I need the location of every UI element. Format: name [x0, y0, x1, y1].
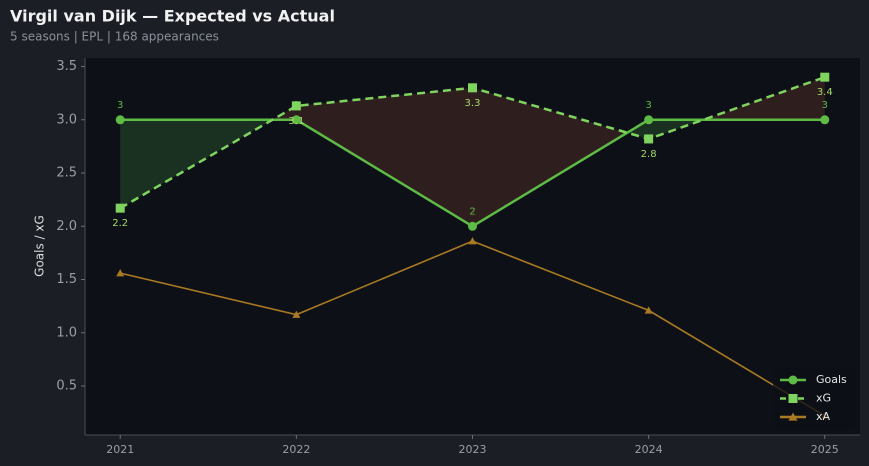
- value-label: 3.3: [465, 98, 481, 109]
- value-label: 2.2: [112, 218, 128, 229]
- point: [820, 115, 830, 125]
- point: [468, 83, 477, 93]
- point: [115, 203, 125, 213]
- y-tick-label: 0.5: [56, 379, 77, 394]
- value-label: 3: [645, 100, 651, 111]
- difference-fill: [120, 119, 273, 209]
- x-tick-label: 2021: [106, 443, 134, 456]
- difference-fill: [296, 87, 473, 227]
- y-tick-label: 2.5: [56, 166, 77, 181]
- value-label: 3.1: [288, 116, 304, 127]
- y-tick-label: 1.5: [56, 272, 77, 287]
- legend-label: xA: [816, 410, 831, 423]
- x-tick-label: 2023: [459, 443, 487, 456]
- point: [644, 115, 654, 125]
- y-tick-label: 2.0: [56, 219, 77, 234]
- chart-title: Virgil van Dijk — Expected vs Actual: [10, 7, 335, 26]
- value-label: 3: [822, 100, 828, 111]
- y-tick-label: 3.5: [56, 59, 77, 74]
- y-tick-label: 1.0: [56, 325, 77, 340]
- point: [291, 101, 301, 111]
- legend-marker: [788, 412, 798, 421]
- point: [820, 72, 830, 82]
- value-label: 2.8: [641, 149, 657, 160]
- x-tick-label: 2025: [811, 443, 839, 456]
- point: [644, 306, 653, 314]
- value-label: 2: [469, 206, 475, 217]
- point: [115, 115, 125, 125]
- point: [468, 237, 477, 245]
- point: [116, 269, 125, 277]
- value-label: 3.4: [817, 87, 833, 98]
- legend-marker: [788, 375, 798, 385]
- difference-fill: [648, 119, 704, 139]
- x-tick-label: 2024: [635, 443, 663, 456]
- value-label: 3: [117, 100, 123, 111]
- point: [291, 115, 301, 125]
- legend-label: xG: [816, 392, 831, 405]
- legend-marker: [788, 394, 798, 403]
- legend-label: Goals: [816, 373, 847, 386]
- y-axis-label: Goals / xG: [33, 215, 47, 277]
- y-tick-label: 3.0: [56, 112, 77, 127]
- point: [468, 221, 477, 231]
- chart-subtitle: 5 seasons | EPL | 168 appearances: [10, 30, 219, 44]
- point: [292, 310, 301, 318]
- x-tick-label: 2022: [282, 443, 310, 456]
- point: [644, 134, 654, 144]
